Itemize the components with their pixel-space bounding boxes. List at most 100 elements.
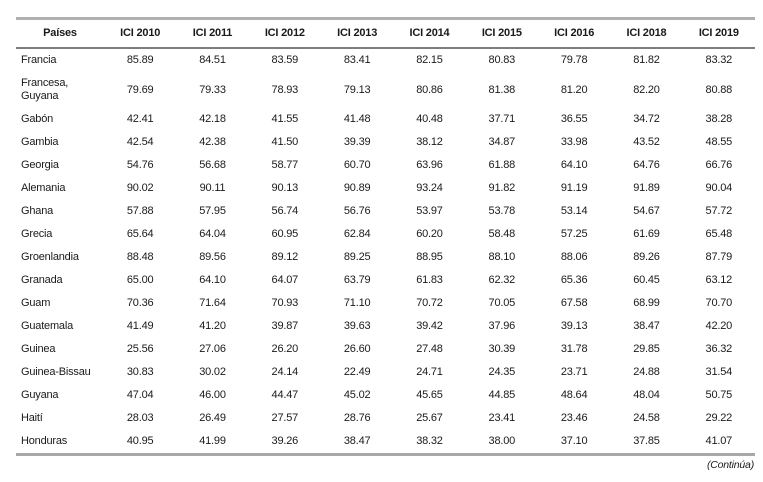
value-cell: 24.71	[416, 366, 443, 378]
value-cell: 30.39	[488, 343, 516, 355]
value-cell: 85.89	[126, 54, 154, 66]
value-cell: 90.89	[343, 182, 371, 194]
value-cell: 63.96	[416, 159, 443, 171]
value-cell: 57.88	[126, 205, 154, 217]
value-cell: 24.88	[633, 366, 660, 378]
value-cell: 89.56	[199, 251, 226, 263]
value-cell: 93.24	[416, 182, 443, 194]
value-cell: 57.95	[199, 205, 226, 217]
table-row: Guyana 47.04 46.00 44.47 45.02 45.65 44.85 48.6…	[16, 384, 755, 407]
value-cell: 45.02	[343, 389, 371, 401]
table-row: Gambia 42.54 42.38 41.50 39.39 38.12 34.87 33.9…	[16, 131, 755, 154]
value-cell: 39.13	[560, 320, 588, 332]
value-cell: 45.65	[416, 389, 443, 401]
country-name-cell: Guyana	[21, 389, 59, 401]
country-name-cell: Guam	[21, 297, 51, 309]
value-cell: 53.78	[488, 205, 516, 217]
value-cell: 80.86	[416, 83, 443, 96]
value-cell: 41.20	[199, 320, 226, 332]
value-cell: 62.32	[488, 274, 516, 286]
country-name-cell: Francia	[21, 54, 57, 66]
table-row: Francesa, Guyana 79.69 79.33 78.93 79.13 80.8…	[16, 72, 755, 108]
table-row: Guam 70.36 71.64 70.93 71.10 70.72 70.05 67.58 6…	[16, 292, 755, 315]
value-cell: 63.12	[705, 274, 733, 286]
value-cell: 84.51	[199, 54, 226, 66]
value-cell: 81.20	[560, 83, 588, 96]
value-cell: 33.98	[560, 136, 588, 148]
country-name-cell: Alemania	[21, 182, 66, 194]
column-header: ICI 2010	[120, 27, 161, 39]
value-cell: 29.22	[705, 412, 733, 424]
value-cell: 26.49	[199, 412, 226, 424]
column-header: ICI 2012	[264, 27, 305, 39]
column-header: ICI 2019	[698, 27, 739, 39]
value-cell: 91.19	[560, 182, 588, 194]
value-cell: 79.78	[560, 54, 588, 66]
value-cell: 37.71	[488, 113, 516, 125]
value-cell: 88.06	[560, 251, 588, 263]
value-cell: 79.13	[343, 83, 371, 96]
value-cell: 36.55	[560, 113, 588, 125]
column-header: ICI 2013	[337, 27, 378, 39]
value-cell: 60.70	[343, 159, 371, 171]
table-row: Haití 28.03 26.49 27.57 28.76 25.67 23.41 23.46…	[16, 407, 755, 430]
value-cell: 41.55	[271, 113, 299, 125]
value-cell: 39.26	[271, 435, 299, 447]
value-cell: 48.55	[705, 136, 733, 148]
value-cell: 79.33	[199, 83, 226, 96]
table-header: Países ICI 2010 ICI 2011 ICI 2012 ICI 2013 IC…	[16, 19, 755, 48]
value-cell: 27.48	[416, 343, 443, 355]
value-cell: 26.60	[343, 343, 371, 355]
value-cell: 91.82	[488, 182, 516, 194]
value-cell: 48.64	[560, 389, 588, 401]
value-cell: 57.72	[705, 205, 733, 217]
value-cell: 27.57	[271, 412, 299, 424]
column-header: ICI 2014	[409, 27, 450, 39]
value-cell: 38.00	[488, 435, 516, 447]
value-cell: 31.78	[560, 343, 588, 355]
value-cell: 56.68	[199, 159, 226, 171]
table-row: Ghana 57.88 57.95 56.74 56.76 53.97 53.78 53.14…	[16, 200, 755, 223]
value-cell: 88.48	[126, 251, 154, 263]
value-cell: 24.35	[488, 366, 516, 378]
value-cell: 42.38	[199, 136, 226, 148]
value-cell: 71.10	[343, 297, 371, 309]
country-name-cell: Gabón	[21, 113, 54, 125]
value-cell: 37.96	[488, 320, 516, 332]
value-cell: 44.85	[488, 389, 516, 401]
country-name-cell: Guinea	[21, 343, 56, 355]
value-cell: 70.05	[488, 297, 516, 309]
value-cell: 42.41	[126, 113, 154, 125]
value-cell: 54.76	[126, 159, 154, 171]
value-cell: 64.10	[560, 159, 588, 171]
table-row: Georgia 54.76 56.68 58.77 60.70 63.96 61.88 64.…	[16, 154, 755, 177]
table-row: Granada 65.00 64.10 64.07 63.79 61.83 62.32 65.…	[16, 269, 755, 292]
value-cell: 58.77	[271, 159, 299, 171]
value-cell: 53.14	[560, 205, 588, 217]
value-cell: 57.25	[560, 228, 588, 240]
value-cell: 81.38	[488, 83, 516, 96]
table-row: Francia 85.89 84.51 83.59 83.41 82.15 80.83 79.…	[16, 48, 755, 72]
value-cell: 22.49	[343, 366, 371, 378]
table-row: Honduras 40.95 41.99 39.26 38.47 38.32 38.00 37…	[16, 430, 755, 455]
value-cell: 41.48	[343, 113, 371, 125]
column-header: ICI 2016	[554, 27, 595, 39]
value-cell: 41.49	[126, 320, 154, 332]
value-cell: 38.47	[343, 435, 371, 447]
value-cell: 26.20	[271, 343, 299, 355]
value-cell: 66.76	[705, 159, 733, 171]
value-cell: 83.59	[271, 54, 299, 66]
column-header: ICI 2015	[481, 27, 522, 39]
value-cell: 37.10	[560, 435, 588, 447]
value-cell: 90.02	[126, 182, 154, 194]
table-row: Gabón 42.41 42.18 41.55 41.48 40.48 37.71 36.55…	[16, 108, 755, 131]
country-name-cell: Gambia	[21, 136, 59, 148]
value-cell: 63.79	[343, 274, 371, 286]
value-cell: 83.41	[343, 54, 371, 66]
value-cell: 70.36	[126, 297, 154, 309]
country-name-cell: Guinea-Bissau	[21, 366, 91, 378]
table-row: Guinea-Bissau 30.83 30.02 24.14 22.49 24.71 24…	[16, 361, 755, 384]
table-row: Groenlandia 88.48 89.56 89.12 89.25 88.95 88.1…	[16, 246, 755, 269]
value-cell: 60.20	[416, 228, 443, 240]
